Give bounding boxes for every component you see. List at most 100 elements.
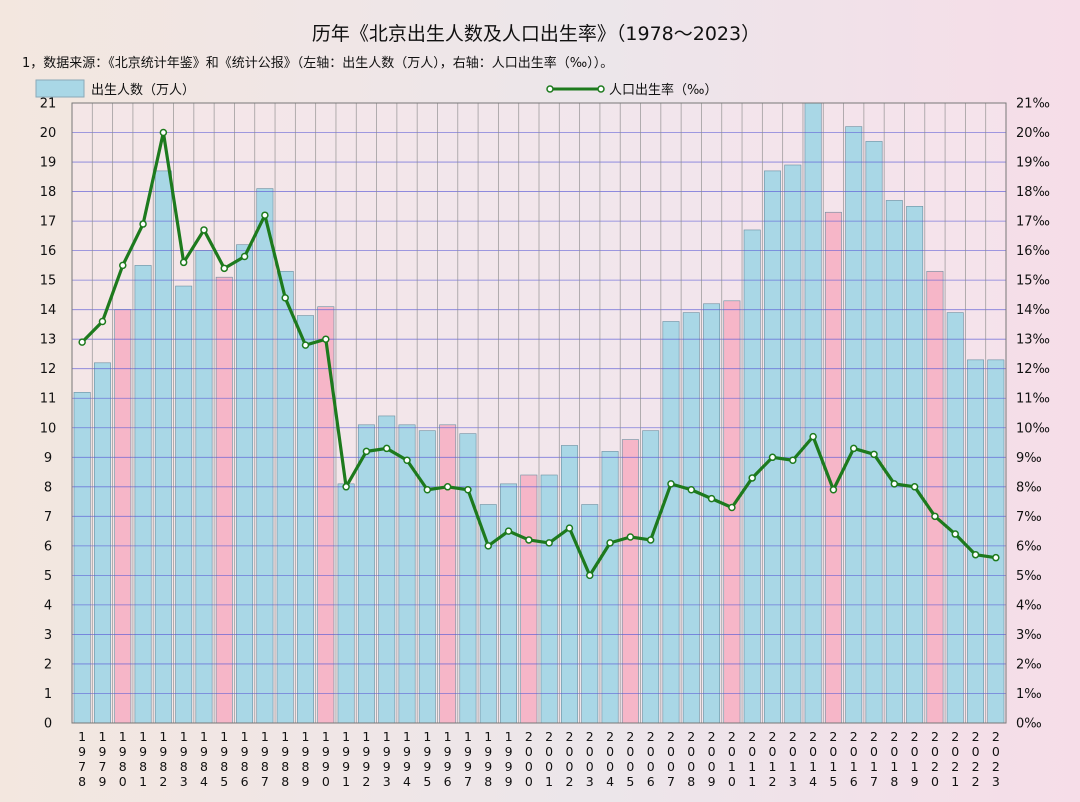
- rate-point-2007: [667, 480, 675, 488]
- right-tick-label: 18‰: [1016, 185, 1050, 200]
- left-tick-label: 0: [44, 717, 52, 732]
- bar-2004: [601, 451, 619, 724]
- chart-title: 历年《北京出生人数及人口出生率》（1978～2023）: [312, 23, 760, 45]
- rate-point-1984: [200, 226, 208, 234]
- bar-1979: [94, 362, 111, 724]
- rate-point-2019: [910, 483, 919, 491]
- rate-point-1978: [78, 338, 86, 346]
- rate-point-1996: [443, 483, 452, 491]
- bar-2018: [885, 200, 903, 724]
- legend-line-marker: [546, 85, 554, 93]
- bar-1986: [236, 244, 254, 724]
- rate-point-1979: [98, 317, 107, 326]
- rate-point-2017: [870, 450, 878, 459]
- left-tick-label: 17: [40, 215, 57, 230]
- left-tick-label: 10: [40, 421, 57, 436]
- left-tick-label: 18: [40, 185, 57, 200]
- grid-layer: [71, 102, 1007, 724]
- rate-point-1987: [261, 211, 269, 219]
- rate-point-2016: [849, 444, 858, 453]
- bar-1989: [297, 315, 314, 724]
- rate-point-2010: [728, 503, 736, 512]
- left-tick-label: 5: [44, 569, 52, 584]
- legend-line-label: 人口出生率（‰）: [609, 82, 717, 98]
- bar-1982: [154, 170, 172, 724]
- right-tick-label: 11‰: [1016, 392, 1050, 407]
- left-tick-label: 2: [44, 657, 52, 672]
- rate-point-2009: [707, 494, 716, 503]
- bar-2023: [987, 359, 1005, 724]
- legend-bar-swatch: [35, 79, 85, 98]
- bar-1996: [439, 424, 457, 724]
- rate-point-1980: [119, 261, 127, 270]
- rate-point-1986: [240, 252, 249, 261]
- plot-frame: [71, 102, 1007, 724]
- bar-2021: [946, 312, 964, 724]
- rate-point-2014: [809, 432, 817, 441]
- rate-point-2000: [525, 536, 533, 544]
- left-tick-label: 16: [40, 244, 57, 259]
- rate-point-1982: [159, 128, 168, 137]
- left-tick-label: 6: [44, 539, 52, 554]
- chart-subtitle: 1，数据来源：《北京统计年鉴》和《统计公报》（左轴：出生人数（万人），右轴：人口…: [22, 55, 613, 71]
- bar-1978: [73, 392, 91, 724]
- bar-2012: [764, 170, 781, 724]
- bar-1998: [479, 504, 497, 724]
- bar-1987: [256, 188, 274, 724]
- right-tick-label: 14‰: [1016, 303, 1050, 318]
- right-tick-label: 4‰: [1016, 598, 1042, 613]
- bar-2000: [520, 474, 538, 724]
- rate-point-1985: [220, 264, 229, 273]
- bar-1985: [215, 276, 233, 724]
- rate-point-1981: [139, 220, 147, 228]
- left-tick-label: 11: [40, 392, 57, 407]
- right-tick-label: 13‰: [1016, 333, 1050, 348]
- bar-2015: [824, 211, 842, 724]
- rate-line-layer: [78, 128, 1000, 580]
- right-tick-label: 1‰: [1016, 687, 1042, 702]
- left-tick-label: 8: [44, 480, 52, 495]
- right-tick-label: 12‰: [1016, 362, 1050, 377]
- right-tick-label: 3‰: [1016, 628, 1042, 643]
- left-tick-label: 20: [40, 126, 57, 141]
- rate-point-2004: [606, 539, 614, 547]
- bar-1991: [337, 483, 355, 724]
- rate-point-2011: [748, 474, 756, 482]
- right-tick-label: 6‰: [1016, 539, 1042, 554]
- right-tick-label: 20‰: [1016, 126, 1050, 141]
- bar-2003: [581, 504, 599, 724]
- bar-1993: [378, 415, 396, 724]
- rate-point-2002: [565, 524, 574, 532]
- left-tick-label: 9: [44, 451, 52, 466]
- rate-point-2015: [829, 486, 838, 494]
- bar-2014: [804, 102, 822, 724]
- bar-2001: [540, 474, 558, 724]
- right-tick-label: 0‰: [1016, 717, 1042, 732]
- rate-point-2005: [626, 533, 635, 541]
- rate-line: [81, 130, 997, 577]
- bar-2022: [967, 359, 984, 724]
